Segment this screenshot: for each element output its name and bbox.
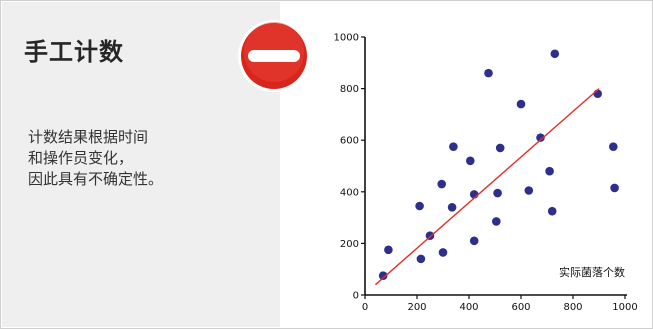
data-point [415,201,424,211]
no-entry-icon [238,20,310,92]
trendline-segment [374,88,600,286]
data-point [593,89,602,99]
data-point [447,202,457,212]
x-tick-label: 800 [563,302,582,313]
y-tick-label: 200 [340,239,359,250]
data-points [378,49,619,280]
data-point [438,248,448,257]
x-tick-label: 0 [362,302,368,313]
data-point [384,245,393,255]
data-point [416,254,426,264]
data-point [495,143,505,153]
x-tick-label: 400 [459,302,478,313]
y-tick-label: 1000 [334,33,359,44]
data-point [610,183,619,193]
y-axis-ticks: 0 200 400 600 800 1000 [334,33,365,302]
trendline [374,88,600,286]
x-tick-label: 600 [511,302,530,313]
data-point [547,206,557,216]
data-point [524,186,534,195]
data-point [469,236,479,246]
panel-title: 手工计数 [24,38,124,66]
data-point [484,68,493,78]
y-tick-label: 400 [340,187,359,198]
x-tick-label: 200 [407,302,426,313]
scatter-chart: 0 200 400 600 800 1000 0 200 400 600 800 1000 实际菌落… [334,33,638,314]
data-point [550,49,560,59]
panel-description: 计数结果根据时间 和操作员变化， 因此具有不确定性。 [28,128,164,188]
x-tick-label: 1000 [612,302,637,313]
data-point [609,142,618,151]
data-point [466,156,475,166]
data-point [493,188,502,198]
data-point [545,166,554,176]
chart-annotation: 实际菌落个数 [559,265,625,279]
data-point [492,217,501,226]
y-tick-label: 800 [340,84,359,95]
y-tick-label: 0 [353,291,359,302]
data-point [437,179,446,189]
left-panel: 手工计数 计数结果根据时间 和操作员变化， 因此具有不确定性。 [2,2,280,327]
chart-axes [364,37,627,296]
data-point [536,133,545,142]
data-point [449,142,458,151]
y-tick-label: 600 [340,136,359,147]
x-axis-ticks: 0 200 400 600 800 1000 [362,295,638,313]
data-point [378,271,388,280]
data-point [516,99,526,109]
